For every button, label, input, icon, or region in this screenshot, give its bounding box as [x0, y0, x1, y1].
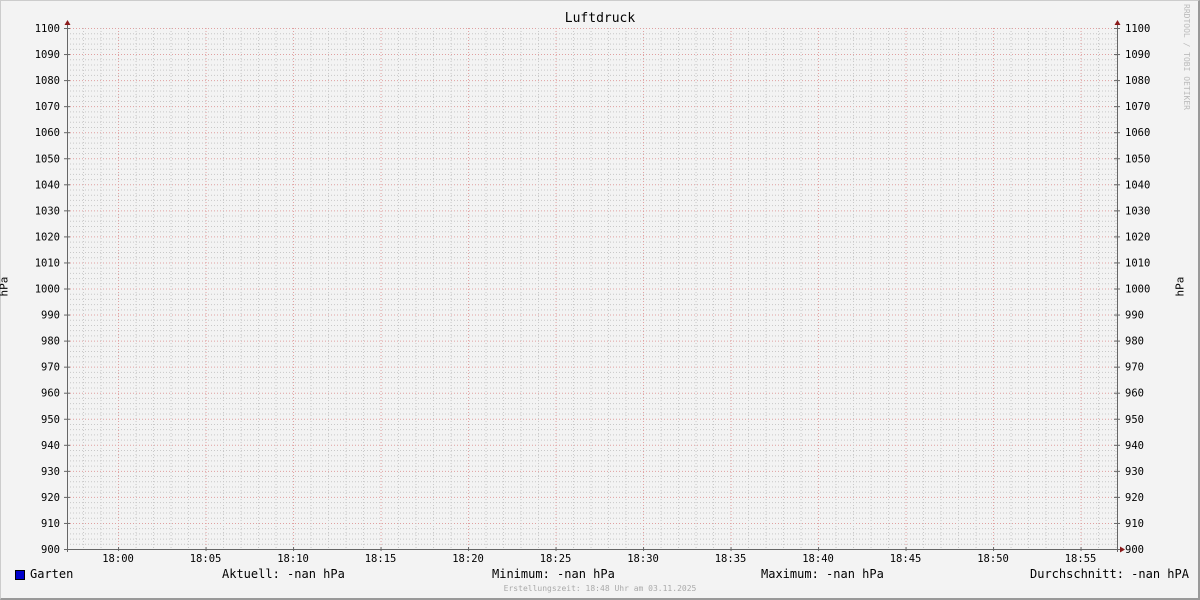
x-tick-label: 18:10 — [277, 553, 309, 565]
y-tick-label: 990 — [41, 310, 60, 322]
y-tick-label: 1010 — [35, 257, 60, 269]
y-tick-label-right: 990 — [1125, 310, 1144, 322]
y-tick-label-right: 1080 — [1125, 75, 1150, 87]
y-tick-label-right: 1090 — [1125, 49, 1150, 61]
legend-maximum: Maximum: -nan hPa — [761, 567, 884, 581]
y-tick-label: 1090 — [35, 49, 60, 61]
legend-minimum: Minimum: -nan hPa — [492, 567, 615, 581]
y-tick-label: 1050 — [35, 153, 60, 165]
x-tick-label: 18:00 — [102, 553, 134, 565]
y-tick-label-right: 1030 — [1125, 205, 1150, 217]
legend-durchschnitt: Durchschnitt: -nan hPA — [1030, 567, 1189, 581]
x-tick-label: 18:05 — [190, 553, 222, 565]
y-tick-label: 1080 — [35, 75, 60, 87]
x-tick-label: 18:20 — [452, 553, 484, 565]
x-tick-label: 18:45 — [890, 553, 922, 565]
y-tick-label: 980 — [41, 336, 60, 348]
y-tick-label-right: 1010 — [1125, 257, 1150, 269]
x-tick-label: 18:15 — [365, 553, 397, 565]
y-tick-label: 1020 — [35, 231, 60, 243]
y-tick-label-right: 980 — [1125, 336, 1144, 348]
y-tick-label-right: 900 — [1125, 544, 1144, 556]
x-tick-label: 18:50 — [977, 553, 1009, 565]
y-tick-label-right: 1060 — [1125, 127, 1150, 139]
x-tick-label: 18:30 — [627, 553, 659, 565]
y-tick-label-right: 910 — [1125, 518, 1144, 530]
x-tick-label: 18:40 — [802, 553, 834, 565]
y-tick-label: 950 — [41, 414, 60, 426]
y-tick-label: 1030 — [35, 205, 60, 217]
y-tick-label-right: 1050 — [1125, 153, 1150, 165]
watermark: RRDTOOL / TOBI OETIKER — [1182, 4, 1191, 110]
y-tick-label-right: 1020 — [1125, 231, 1150, 243]
y-axis-arrow — [64, 20, 71, 25]
y-tick-label: 910 — [41, 518, 60, 530]
y-axis-label-right: hPa — [1173, 276, 1187, 297]
y-tick-label: 1100 — [35, 23, 60, 35]
y-tick-label: 1070 — [35, 101, 60, 113]
y-tick-label-right: 940 — [1125, 440, 1144, 452]
y-tick-label-right: 960 — [1125, 388, 1144, 400]
y-tick-label-right: 1070 — [1125, 101, 1150, 113]
legend-aktuell: Aktuell: -nan hPa — [222, 567, 345, 581]
y-tick-label-right: 1040 — [1125, 179, 1150, 191]
y-tick-label: 920 — [41, 492, 60, 504]
y-tick-label-right: 970 — [1125, 362, 1144, 374]
footer-timestamp: Erstellungszeit: 18:48 Uhr am 03.11.2025 — [503, 584, 697, 593]
y-tick-label: 970 — [41, 362, 60, 374]
y-tick-label: 940 — [41, 440, 60, 452]
y-tick-label-right: 1100 — [1125, 23, 1150, 35]
y-tick-label: 900 — [41, 544, 60, 556]
y-tick-label-right: 920 — [1125, 492, 1144, 504]
y-axis-arrow-right — [1114, 20, 1121, 25]
y-tick-label-right: 1000 — [1125, 284, 1150, 296]
y-axis-label-left: hPa — [0, 276, 11, 297]
x-tick-label: 18:35 — [715, 553, 747, 565]
y-tick-label-right: 950 — [1125, 414, 1144, 426]
y-tick-label: 1040 — [35, 179, 60, 191]
y-tick-label: 960 — [41, 388, 60, 400]
x-tick-label: 18:25 — [540, 553, 572, 565]
chart-title: Luftdruck — [564, 11, 636, 26]
y-tick-label: 1000 — [35, 284, 60, 296]
y-tick-label: 930 — [41, 466, 60, 478]
x-axis-arrow — [1120, 546, 1125, 553]
legend-series-name: Garten — [30, 567, 74, 581]
legend-swatch — [15, 570, 25, 580]
y-tick-label-right: 930 — [1125, 466, 1144, 478]
x-tick-label: 18:55 — [1065, 553, 1097, 565]
y-tick-label: 1060 — [35, 127, 60, 139]
